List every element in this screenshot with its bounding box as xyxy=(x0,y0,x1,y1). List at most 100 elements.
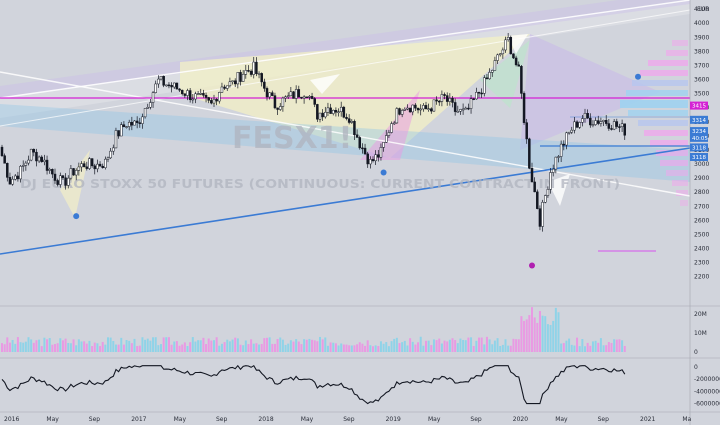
candle-body-8 xyxy=(21,165,25,167)
candle-body-99 xyxy=(263,81,266,89)
volume-bar-5 xyxy=(14,343,17,352)
date-tick-4: May xyxy=(174,416,187,423)
candle-body-87 xyxy=(231,80,234,83)
support-trendline xyxy=(0,147,691,255)
candle-body-106 xyxy=(281,97,285,107)
volume-bar-63 xyxy=(167,337,170,352)
volume-bar-97 xyxy=(258,344,261,352)
volume-bar-56 xyxy=(149,340,152,352)
candle-body-148 xyxy=(392,122,396,125)
candle-body-197 xyxy=(522,93,526,123)
volume-bar-230 xyxy=(610,342,613,352)
candle-body-11 xyxy=(29,148,33,161)
pivot-dot-low-2019 xyxy=(380,169,387,176)
price-tick-6: 3500 xyxy=(694,91,709,98)
volume-bar-74 xyxy=(197,340,200,352)
volume-bar-1 xyxy=(3,344,6,352)
volume-bar-223 xyxy=(591,341,594,352)
volume-bars xyxy=(1,307,626,352)
volume-bar-141 xyxy=(374,345,377,352)
candle-body-228 xyxy=(604,120,608,124)
candle-body-190 xyxy=(504,39,507,51)
candle-body-121 xyxy=(321,112,324,118)
volume-bar-184 xyxy=(488,339,491,352)
volume-bar-172 xyxy=(456,343,459,352)
volume-bar-188 xyxy=(499,345,502,352)
candle-body-1 xyxy=(3,155,6,164)
candle-body-59 xyxy=(157,78,160,85)
volume-bar-120 xyxy=(319,336,321,352)
candle-body-91 xyxy=(241,74,245,82)
volume-bar-0 xyxy=(1,343,3,352)
volume-bar-145 xyxy=(385,342,388,352)
candle-body-49 xyxy=(130,121,134,126)
volume-bar-176 xyxy=(467,337,470,352)
volume-bar-137 xyxy=(364,345,367,352)
volume-bar-112 xyxy=(297,341,300,352)
candle-body-128 xyxy=(339,106,343,112)
candle-body-15 xyxy=(40,156,43,163)
candle-body-227 xyxy=(602,120,605,122)
volume-bar-234 xyxy=(621,340,624,352)
candle-body-159 xyxy=(422,105,425,110)
candle-body-181 xyxy=(480,92,483,95)
candle-body-145 xyxy=(385,135,388,143)
candle-body-151 xyxy=(400,110,404,115)
candle-body-10 xyxy=(27,159,30,164)
price-tick-17: 2400 xyxy=(694,246,709,253)
volume-bar-194 xyxy=(515,339,518,352)
volume-bar-121 xyxy=(321,339,324,352)
date-tick-8: Sep xyxy=(343,416,355,423)
volume-bar-182 xyxy=(483,344,486,352)
upper-trendline xyxy=(0,0,691,99)
volume-bar-31 xyxy=(83,341,86,352)
candle-body-6 xyxy=(16,175,20,180)
volume-bar-108 xyxy=(287,343,290,352)
candle-body-168 xyxy=(445,95,449,102)
candle-body-232 xyxy=(615,121,619,127)
candle-body-196 xyxy=(520,66,523,94)
volume-profile xyxy=(598,40,688,252)
candle-body-209 xyxy=(554,156,558,170)
volume-bar-226 xyxy=(599,338,602,352)
candle-body-55 xyxy=(146,107,149,109)
candle-body-169 xyxy=(448,98,452,102)
volume-bar-154 xyxy=(409,338,412,352)
volume-bar-183 xyxy=(485,336,488,352)
price-axis xyxy=(690,0,720,306)
volume-bar-69 xyxy=(183,342,186,352)
volume-bar-32 xyxy=(85,343,88,352)
volume-bar-36 xyxy=(96,343,99,352)
volume-bar-103 xyxy=(273,343,276,352)
candle-body-174 xyxy=(461,108,465,111)
volume-bar-110 xyxy=(292,341,295,352)
candle-body-52 xyxy=(138,122,142,124)
volume-bar-167 xyxy=(443,340,446,352)
price-badge-2 xyxy=(690,127,708,136)
volume-bar-168 xyxy=(446,341,449,352)
yellow-triangle xyxy=(180,34,530,158)
white-triangle-2 xyxy=(508,34,528,54)
volume-bar-231 xyxy=(613,339,616,352)
volume-bar-67 xyxy=(178,345,181,352)
pivot-points xyxy=(73,73,641,269)
candle-body-53 xyxy=(141,116,144,124)
candle-body-136 xyxy=(361,147,364,150)
volume-bar-72 xyxy=(191,337,194,352)
candle-body-156 xyxy=(414,104,417,109)
candle-body-76 xyxy=(202,93,205,96)
volume-bar-73 xyxy=(194,341,197,352)
volume-bar-213 xyxy=(565,340,568,352)
candle-body-75 xyxy=(199,93,202,95)
volume-bar-99 xyxy=(263,338,266,352)
date-tick-16: Ma xyxy=(682,416,691,423)
currency-label: EUR xyxy=(697,6,709,13)
candle-body-152 xyxy=(403,108,407,111)
candle-body-21 xyxy=(56,180,59,185)
candlestick-series xyxy=(0,32,626,232)
candle-body-213 xyxy=(565,132,568,146)
volume-bar-130 xyxy=(345,344,348,352)
candle-body-32 xyxy=(85,166,89,169)
volume-bar-89 xyxy=(236,338,239,352)
